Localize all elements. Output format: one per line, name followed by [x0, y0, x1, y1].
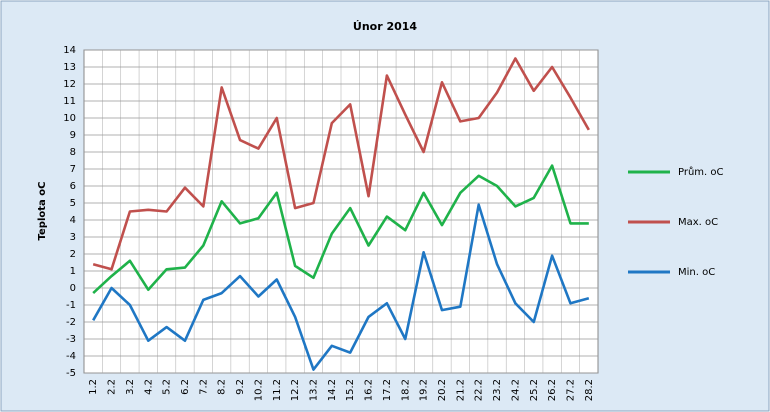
x-tick-label: 15.2: [345, 379, 356, 401]
x-tick-label: 13.2: [308, 379, 319, 401]
x-tick-label: 25.2: [529, 379, 540, 401]
y-tick-label: 8: [70, 147, 76, 158]
x-tick-label: 5.2: [162, 379, 173, 395]
y-tick-label: 12: [63, 79, 76, 90]
y-tick-label: -3: [66, 334, 76, 345]
x-tick-label: 12.2: [290, 379, 301, 401]
y-tick-label: -1: [66, 300, 76, 311]
series-line: [92, 203, 590, 371]
x-tick-label: 17.2: [382, 379, 393, 401]
x-tick-label: 9.2: [235, 379, 246, 395]
y-tick-label: 0: [70, 283, 76, 294]
y-tick-label: 14: [63, 45, 76, 56]
x-tick-label: 8.2: [217, 379, 228, 395]
y-tick-label: 7: [70, 164, 76, 175]
x-tick-label: 18.2: [400, 379, 411, 401]
x-tick-label: 2.2: [107, 379, 118, 395]
chart-title: Únor 2014: [353, 20, 418, 33]
legend-label: Prům. oC: [678, 166, 724, 178]
x-tick-label: 24.2: [510, 379, 521, 401]
y-tick-label: 2: [70, 249, 76, 260]
x-tick-label: 22.2: [474, 379, 485, 401]
y-tick-label: 11: [63, 96, 76, 107]
x-tick-label: 14.2: [327, 379, 338, 401]
x-tick-label: 26.2: [547, 379, 558, 401]
x-tick-label: 1.2: [88, 379, 99, 395]
y-tick-label: -2: [66, 317, 76, 328]
x-tick-label: 4.2: [143, 379, 154, 395]
y-tick-label: -5: [66, 368, 76, 379]
x-tick-label: 10.2: [253, 379, 264, 401]
x-tick-label: 28.2: [584, 379, 595, 401]
legend-label: Max. oC: [678, 217, 718, 228]
y-tick-label: 9: [70, 130, 76, 141]
y-tick-label: 13: [63, 62, 76, 73]
series-line: [92, 57, 590, 271]
y-tick-label: 4: [70, 215, 76, 226]
y-tick-label: -4: [66, 351, 76, 362]
series-line: [92, 164, 589, 295]
x-tick-label: 23.2: [492, 379, 503, 401]
y-tick-label: 5: [70, 198, 76, 209]
x-tick-label: 16.2: [364, 379, 375, 401]
y-tick-label: 6: [70, 181, 76, 192]
y-tick-label: 10: [63, 113, 76, 124]
x-tick-label: 20.2: [437, 379, 448, 401]
legend-label: Min. oC: [678, 267, 715, 278]
x-tick-label: 19.2: [419, 379, 430, 401]
x-tick-label: 11.2: [272, 379, 283, 401]
x-tick-label: 27.2: [565, 379, 576, 401]
x-tick-label: 21.2: [455, 379, 466, 401]
x-tick-label: 7.2: [198, 379, 209, 395]
x-tick-label: 6.2: [180, 379, 191, 395]
y-axis-label: Teplota oC: [37, 182, 48, 241]
y-tick-label: 1: [70, 266, 76, 277]
x-tick-label: 3.2: [125, 379, 136, 395]
y-tick-label: 3: [70, 232, 76, 243]
